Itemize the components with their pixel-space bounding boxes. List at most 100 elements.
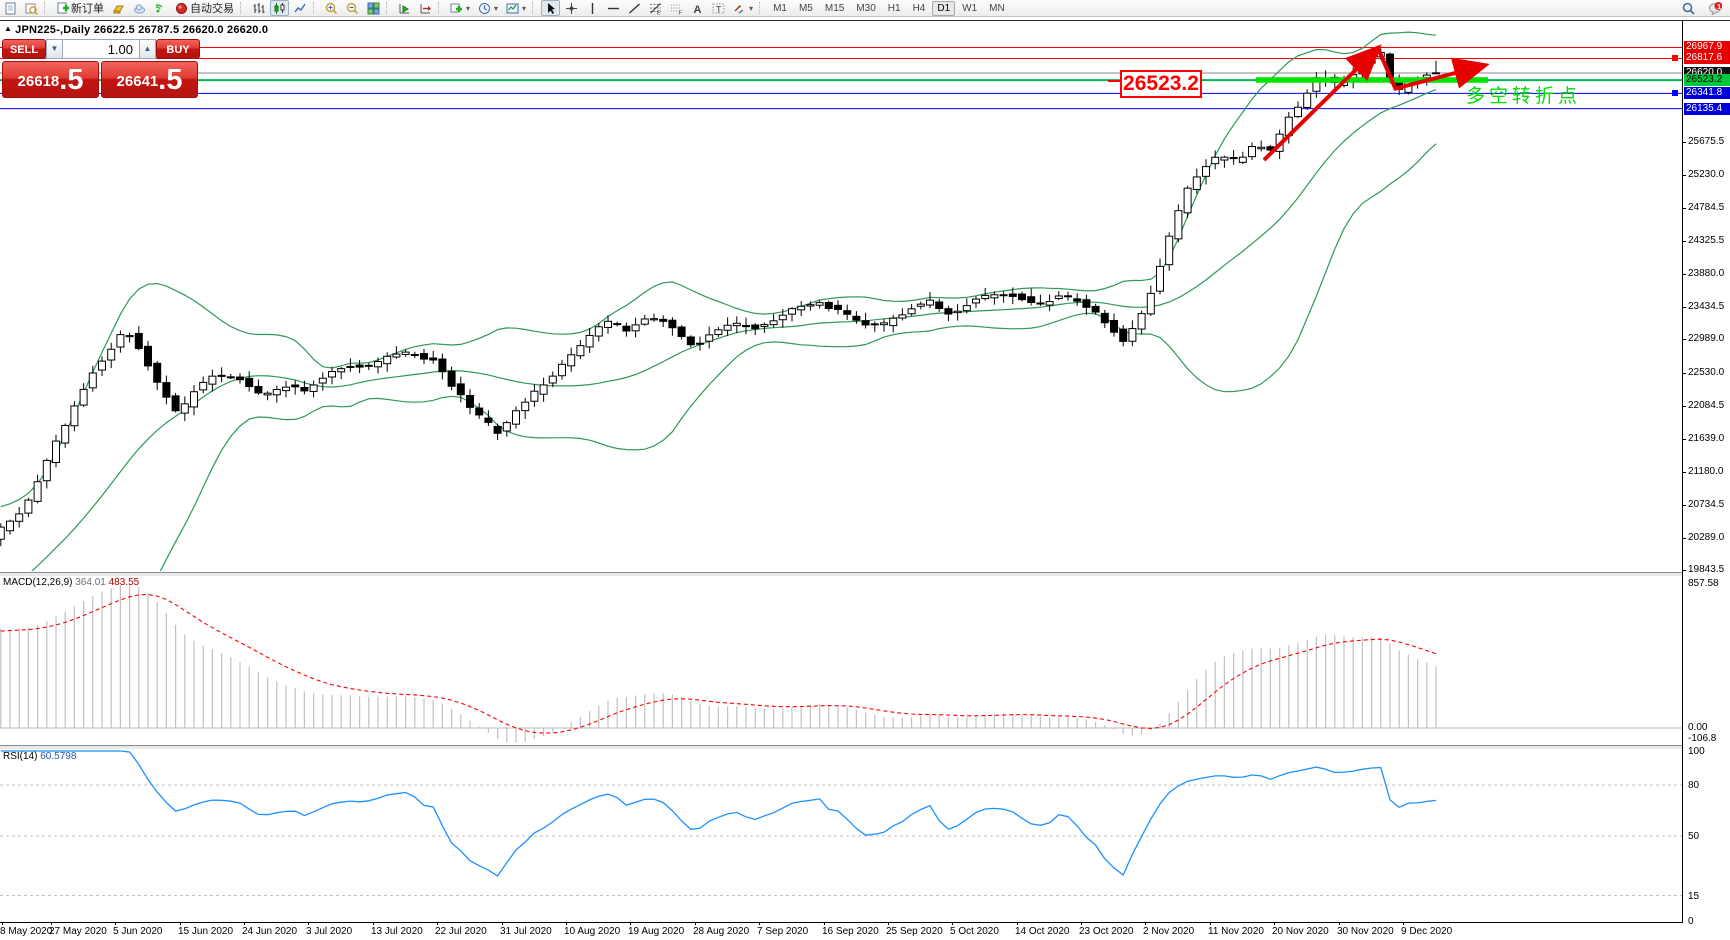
- x-axis-date-label[interactable]: 28 Aug 2020: [693, 926, 750, 937]
- search-button[interactable]: [1679, 0, 1698, 16]
- y-axis-tick-mark[interactable]: [1682, 472, 1686, 473]
- x-axis-date-label[interactable]: 30 Nov 2020: [1337, 926, 1394, 937]
- main-macd-separator[interactable]: [0, 572, 1730, 577]
- timeframe-M5-button[interactable]: M5: [798, 2, 813, 14]
- x-axis-date-label[interactable]: 9 Dec 2020: [1401, 926, 1453, 937]
- text-tool-button[interactable]: A: [688, 0, 707, 16]
- timeframe-M15-button[interactable]: M15: [824, 2, 845, 14]
- x-axis-tick-mark[interactable]: [244, 922, 245, 925]
- line-handle[interactable]: [1672, 55, 1678, 61]
- y-axis-tick-mark[interactable]: [1682, 570, 1686, 571]
- rsi-scale-label[interactable]: 0: [1688, 916, 1694, 927]
- y-axis-tick[interactable]: 22084.5: [1688, 400, 1725, 411]
- y-axis-tick-mark[interactable]: [1682, 208, 1686, 209]
- timeframe-MN-button[interactable]: MN: [989, 2, 1005, 14]
- new-order-button[interactable]: 新订单: [53, 0, 107, 16]
- auto-scroll-button[interactable]: [395, 0, 414, 16]
- y-axis-tick-mark[interactable]: [1682, 274, 1686, 275]
- y-axis-tick-mark[interactable]: [1682, 339, 1686, 340]
- price-level-badge[interactable]: 26135.4: [1684, 103, 1730, 115]
- x-axis-date-label[interactable]: 10 Aug 2020: [564, 926, 621, 937]
- x-axis-date-label[interactable]: 19 Aug 2020: [628, 926, 685, 937]
- x-axis-date-label[interactable]: 31 Jul 2020: [500, 926, 552, 937]
- x-axis-date-label[interactable]: 2 Nov 2020: [1143, 926, 1195, 937]
- x-axis-date-label[interactable]: 15 Jun 2020: [178, 926, 234, 937]
- x-axis-date-label[interactable]: 23 Oct 2020: [1079, 926, 1134, 937]
- x-axis-date-label[interactable]: 14 Oct 2020: [1015, 926, 1070, 937]
- y-axis-tick[interactable]: 20289.0: [1688, 532, 1725, 543]
- timeframe-D1-button[interactable]: D1: [932, 0, 956, 16]
- x-axis-tick-mark[interactable]: [1081, 922, 1082, 925]
- timeframe-H4-button[interactable]: H4: [912, 2, 926, 14]
- line-chart-mode-button[interactable]: [291, 0, 310, 16]
- signals-button[interactable]: [151, 0, 170, 16]
- candlestick-mode-button[interactable]: [270, 0, 289, 16]
- x-axis-tick-mark[interactable]: [1017, 922, 1018, 925]
- y-axis-tick[interactable]: 23880.0: [1688, 268, 1725, 279]
- price-level-badge[interactable]: 26817.6: [1684, 52, 1730, 64]
- x-axis-tick-mark[interactable]: [2, 922, 3, 925]
- text-label-tool-button[interactable]: T: [709, 0, 728, 16]
- cn-turning-point-note[interactable]: 多空转折点: [1466, 86, 1582, 107]
- y-axis-tick[interactable]: 24325.5: [1688, 235, 1725, 246]
- y-axis-tick-mark[interactable]: [1682, 439, 1686, 440]
- fibonacci-tool-button[interactable]: E: [646, 0, 665, 16]
- y-axis-tick[interactable]: 25675.5: [1688, 136, 1725, 147]
- y-axis-tick-mark[interactable]: [1682, 175, 1686, 176]
- timeframe-H1-button[interactable]: H1: [887, 2, 901, 14]
- x-axis-tick-mark[interactable]: [888, 922, 889, 925]
- x-axis-date-label[interactable]: 7 Sep 2020: [757, 926, 809, 937]
- y-axis-tick[interactable]: 21180.0: [1688, 466, 1724, 477]
- y-axis-tick[interactable]: 24784.5: [1688, 202, 1725, 213]
- volume-input[interactable]: 1.00: [63, 39, 139, 59]
- new-chart-button[interactable]: [1, 0, 20, 16]
- x-axis-tick-mark[interactable]: [180, 922, 181, 925]
- x-axis-date-label[interactable]: 25 Sep 2020: [886, 926, 943, 937]
- oneclick-collapse-icon[interactable]: ▲: [4, 24, 13, 33]
- timeframe-M1-button[interactable]: M1: [773, 2, 787, 14]
- x-axis-date-label[interactable]: 20 Nov 2020: [1272, 926, 1329, 937]
- zoom-out-button[interactable]: [343, 0, 362, 16]
- x-axis-tick-mark[interactable]: [1403, 922, 1404, 925]
- x-axis-tick-mark[interactable]: [759, 922, 760, 925]
- x-axis-date-label[interactable]: 24 Jun 2020: [242, 926, 298, 937]
- x-axis-tick-mark[interactable]: [373, 922, 374, 925]
- x-axis-date-label[interactable]: 3 Jul 2020: [306, 926, 353, 937]
- bid-price-box[interactable]: 26618 .5: [2, 61, 99, 98]
- y-axis-tick-mark[interactable]: [1682, 373, 1686, 374]
- market-gold-button[interactable]: [109, 0, 128, 16]
- volume-increase-button[interactable]: ▲: [139, 39, 156, 59]
- crosshair-tool-button[interactable]: [562, 0, 581, 16]
- y-axis-tick-mark[interactable]: [1682, 505, 1686, 506]
- zoom-in-button[interactable]: [322, 0, 341, 16]
- y-axis-tick-mark[interactable]: [1682, 142, 1686, 143]
- macd-scale-zero[interactable]: 0.00: [1688, 722, 1708, 733]
- tile-windows-button[interactable]: [364, 0, 383, 16]
- timeframe-M30-button[interactable]: M30: [856, 2, 876, 14]
- y-axis-tick-mark[interactable]: [1682, 538, 1686, 539]
- profiles-button[interactable]: [22, 0, 41, 16]
- x-axis-tick-mark[interactable]: [308, 922, 309, 925]
- x-axis-tick-mark[interactable]: [502, 922, 503, 925]
- price-level-badge[interactable]: 26341.8: [1684, 87, 1730, 99]
- chart-shift-button[interactable]: [416, 0, 435, 16]
- macd-scale-max[interactable]: 857.58: [1688, 578, 1719, 589]
- x-axis-tick-mark[interactable]: [1339, 922, 1340, 925]
- y-axis-tick[interactable]: 22530.0: [1688, 367, 1725, 378]
- line-handle[interactable]: [1672, 90, 1678, 96]
- x-axis-date-label[interactable]: 8 May 2020: [0, 926, 53, 937]
- macd-rsi-separator[interactable]: [0, 745, 1730, 750]
- equidistant-channel-tool-button[interactable]: F: [667, 0, 686, 16]
- y-axis-tick-mark[interactable]: [1682, 307, 1686, 308]
- periods-menu-button[interactable]: ▾: [475, 0, 501, 16]
- indicators-menu-button[interactable]: ▾: [447, 0, 473, 16]
- templates-menu-button[interactable]: ▾: [503, 0, 529, 16]
- x-axis-date-label[interactable]: 5 Oct 2020: [950, 926, 999, 937]
- x-axis-tick-mark[interactable]: [566, 922, 567, 925]
- horizontal-line-tool-button[interactable]: [604, 0, 623, 16]
- x-axis-tick-mark[interactable]: [115, 922, 116, 925]
- auto-trading-button[interactable]: 自动交易: [172, 0, 237, 16]
- price-axis[interactable]: [1682, 21, 1730, 923]
- x-axis-tick-mark[interactable]: [1274, 922, 1275, 925]
